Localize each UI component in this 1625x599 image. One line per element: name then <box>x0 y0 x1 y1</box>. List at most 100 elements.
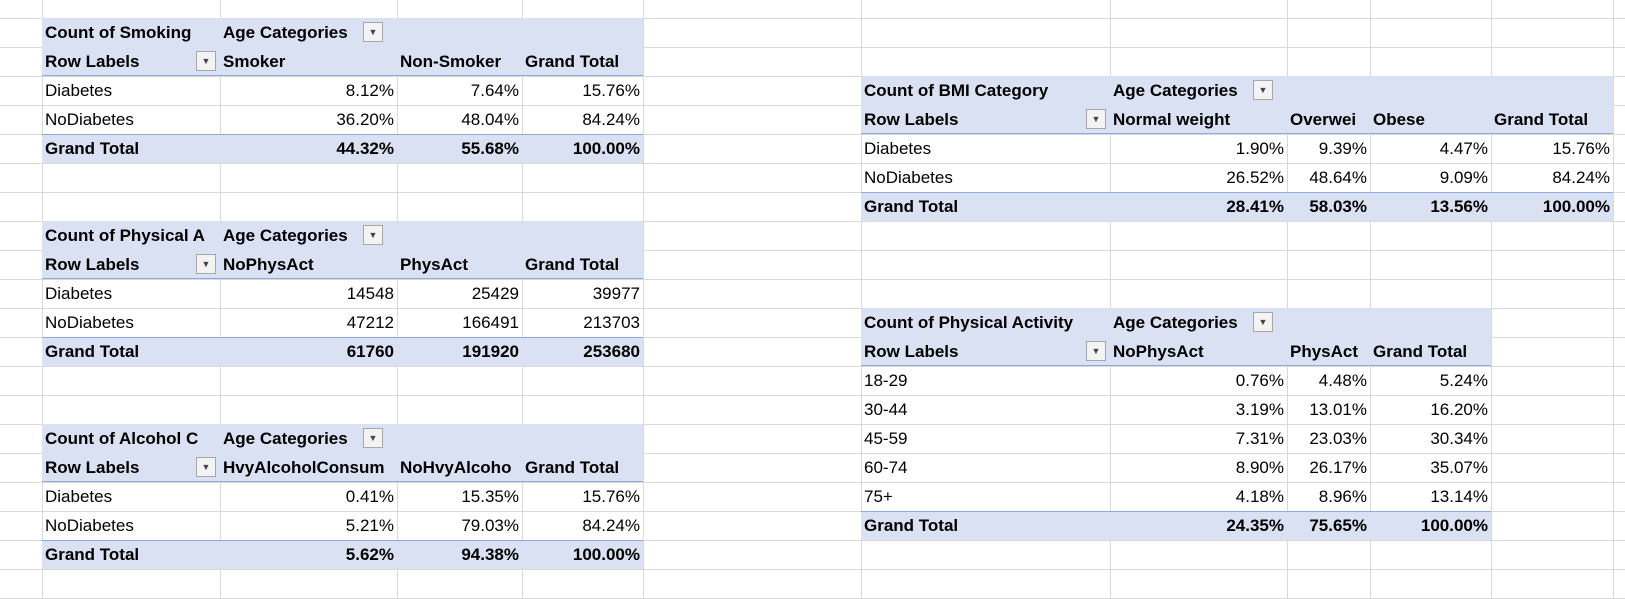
pivot-title: Count of BMI Category <box>864 81 1049 100</box>
header-rule <box>861 133 1613 134</box>
row-label: 60-74 <box>864 458 908 477</box>
header-band <box>42 337 643 366</box>
grand-total-value: 100.00% <box>572 139 640 158</box>
column-label: Normal weight <box>1113 110 1231 129</box>
value-cell: 4.47% <box>1439 139 1488 158</box>
value-cell: 48.04% <box>461 110 519 129</box>
value-cell: 4.18% <box>1235 487 1284 506</box>
filter-button[interactable]: ▼ <box>1253 80 1273 100</box>
filter-button[interactable]: ▼ <box>363 22 383 42</box>
row-labels-header: Row Labels <box>45 458 140 477</box>
gridline <box>1613 0 1614 599</box>
grand-total-value: 100.00% <box>1542 197 1610 216</box>
header-band <box>42 424 643 453</box>
gridline <box>0 192 1625 193</box>
value-cell: 9.39% <box>1318 139 1367 158</box>
pivot-title: Count of Smoking <box>45 23 192 42</box>
gridline <box>0 366 1625 367</box>
column-label: Grand Total <box>525 52 620 71</box>
grand-total-value: 94.38% <box>461 545 519 564</box>
total-rule <box>42 337 643 338</box>
column-header: Age Categories <box>1113 81 1238 100</box>
total-rule <box>861 511 1491 512</box>
value-cell: 13.14% <box>1430 487 1488 506</box>
value-cell: 3.19% <box>1235 400 1284 419</box>
gridline <box>1110 0 1111 599</box>
gridline <box>0 105 1625 106</box>
value-cell: 0.41% <box>345 487 394 506</box>
filter-button[interactable]: ▼ <box>1253 312 1273 332</box>
column-header: Age Categories <box>223 226 348 245</box>
header-band <box>42 47 643 76</box>
row-labels-header: Row Labels <box>45 255 140 274</box>
value-cell: 213703 <box>583 313 640 332</box>
gridline <box>1491 0 1492 599</box>
grand-total-label: Grand Total <box>45 139 140 158</box>
column-label: Grand Total <box>525 255 620 274</box>
header-band <box>42 134 643 163</box>
filter-button[interactable]: ▼ <box>196 457 216 477</box>
gridline <box>0 279 1625 280</box>
row-label: Diabetes <box>864 139 932 158</box>
gridline <box>0 569 1625 570</box>
header-band <box>42 453 643 482</box>
grand-total-label: Grand Total <box>864 197 959 216</box>
value-cell: 8.90% <box>1235 458 1284 477</box>
filter-button[interactable]: ▼ <box>196 51 216 71</box>
column-label: Non-Smoker <box>400 52 502 71</box>
gridline <box>1287 0 1288 599</box>
value-cell: 166491 <box>462 313 519 332</box>
gridline <box>643 0 644 599</box>
gridline <box>0 134 1625 135</box>
value-cell: 5.24% <box>1439 371 1488 390</box>
gridline <box>861 0 862 599</box>
header-band <box>42 250 643 279</box>
pivot-title: Count of Physical Activity <box>864 313 1074 332</box>
column-label: HvyAlcoholConsum <box>223 458 385 477</box>
value-cell: 30.34% <box>1430 429 1488 448</box>
grand-total-value: 100.00% <box>1420 516 1488 535</box>
value-cell: 26.52% <box>1226 168 1284 187</box>
value-cell: 79.03% <box>461 516 519 535</box>
value-cell: 4.48% <box>1318 371 1367 390</box>
row-labels-header: Row Labels <box>864 342 959 361</box>
gridline <box>0 47 1625 48</box>
row-label: 18-29 <box>864 371 908 390</box>
filter-button[interactable]: ▼ <box>1086 109 1106 129</box>
column-label: NoPhysAct <box>1113 342 1204 361</box>
gridline <box>0 511 1625 512</box>
header-band <box>861 105 1613 134</box>
grand-total-value: 5.62% <box>345 545 394 564</box>
row-label: NoDiabetes <box>45 110 134 129</box>
filter-button[interactable]: ▼ <box>1086 341 1106 361</box>
grand-total-label: Grand Total <box>45 342 140 361</box>
grand-total-value: 61760 <box>346 342 394 361</box>
column-header: Age Categories <box>1113 313 1238 332</box>
gridline <box>0 250 1625 251</box>
value-cell: 23.03% <box>1309 429 1367 448</box>
header-band <box>861 337 1491 366</box>
grand-total-value: 13.56% <box>1430 197 1488 216</box>
column-label: Grand Total <box>525 458 620 477</box>
header-band <box>861 76 1613 105</box>
value-cell: 15.76% <box>1552 139 1610 158</box>
value-cell: 7.64% <box>470 81 519 100</box>
gridline <box>1370 0 1371 599</box>
header-band <box>861 192 1613 221</box>
row-label: 30-44 <box>864 400 908 419</box>
total-rule <box>42 134 643 135</box>
header-band <box>861 511 1491 540</box>
filter-button[interactable]: ▼ <box>363 428 383 448</box>
row-label: 75+ <box>864 487 893 506</box>
gridline <box>0 482 1625 483</box>
grand-total-label: Grand Total <box>45 545 140 564</box>
filter-button[interactable]: ▼ <box>196 254 216 274</box>
grand-total-value: 28.41% <box>1226 197 1284 216</box>
filter-button[interactable]: ▼ <box>363 225 383 245</box>
grand-total-value: 58.03% <box>1309 197 1367 216</box>
row-label: NoDiabetes <box>45 516 134 535</box>
header-rule <box>42 278 643 279</box>
value-cell: 15.76% <box>582 81 640 100</box>
value-cell: 84.24% <box>1552 168 1610 187</box>
